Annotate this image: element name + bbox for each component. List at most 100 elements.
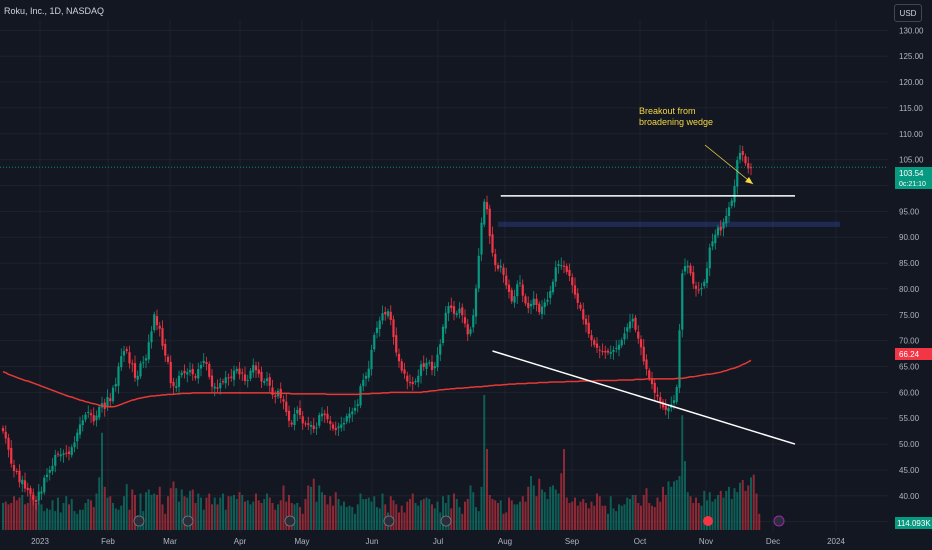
volume-tag: 114.093K [897, 519, 931, 528]
grid-lines [0, 20, 888, 532]
volume-bar [65, 496, 68, 530]
candle-body [166, 356, 170, 362]
volume-bar [750, 477, 752, 530]
candle-body [571, 277, 574, 286]
candle-body [439, 344, 442, 355]
volume-bar [359, 493, 362, 530]
volume-bar [112, 503, 114, 530]
candle-body [298, 408, 302, 416]
volume-bar [356, 504, 359, 530]
candle-body [664, 405, 667, 410]
volume-bar [546, 498, 549, 530]
candle-body [202, 360, 205, 364]
volume-bar [519, 501, 521, 530]
wedge-lower-trendline [492, 350, 796, 445]
candle-body [543, 302, 546, 308]
volume-bar [7, 504, 10, 530]
volume-bar [741, 480, 744, 530]
annotation[interactable]: Breakout from broadening wedge [639, 106, 754, 185]
volume-bar [282, 485, 285, 530]
candle-body [540, 306, 544, 315]
volume-bar [609, 496, 612, 530]
earnings-event-icon [284, 515, 296, 527]
volume-bar [648, 503, 651, 530]
candle-body [51, 465, 54, 472]
candle-body [491, 234, 494, 253]
candle-body [191, 368, 194, 375]
volume-bar [730, 498, 733, 530]
y-tick-label: 70.00 [899, 337, 920, 346]
volume-bar [257, 500, 260, 530]
candle-body [164, 343, 167, 356]
candle-body [131, 363, 134, 365]
candle-body [290, 422, 293, 425]
volume-bar [524, 501, 527, 530]
candle-body [747, 163, 750, 169]
volume-bar [747, 485, 750, 530]
volume-bar [2, 503, 4, 530]
volume-bar [411, 493, 414, 530]
candle-body [397, 353, 401, 362]
candle-body [334, 427, 337, 431]
candle-body [147, 342, 150, 360]
candle-body [568, 270, 571, 276]
candle-body [705, 268, 709, 283]
y-tick-label: 125.00 [899, 52, 924, 61]
candle-body [403, 369, 406, 374]
candle-body [238, 368, 241, 375]
volume-bar [684, 461, 686, 530]
time-axis[interactable]: 2023 Feb Mar Apr May Jun Jul Aug Sep Oct Nov Dec 202… [31, 537, 845, 546]
candle-body [656, 394, 659, 397]
candle-body [736, 160, 739, 187]
candle-body [587, 322, 590, 334]
trendline-drawings[interactable] [0, 166, 888, 445]
volume-bar [332, 505, 334, 530]
volume-bar [615, 511, 618, 530]
earnings-event-icon [182, 515, 194, 527]
volume-bar [692, 503, 695, 530]
volume-bar [120, 505, 123, 530]
candle-body [265, 378, 269, 381]
volume-bar [392, 500, 395, 530]
candle-body [381, 313, 384, 321]
candle-body [345, 416, 348, 422]
candle-body [216, 387, 219, 389]
candle-body [609, 352, 612, 354]
moving-average-line [2, 359, 752, 408]
volume-bar [150, 494, 153, 530]
candle-body [180, 372, 183, 376]
volume-bar [194, 503, 197, 530]
candle-body [452, 306, 456, 314]
candle-body [326, 413, 329, 420]
volume-bar [205, 497, 208, 530]
support-zone-rect [498, 221, 840, 227]
candle-body [590, 335, 593, 341]
candle-body [268, 377, 271, 386]
candle-body [301, 416, 304, 424]
candle-body [521, 284, 524, 296]
volume-bar [26, 503, 29, 530]
candle-body [243, 374, 247, 381]
candle-body [296, 409, 299, 414]
event-markers[interactable] [133, 515, 785, 527]
candle-body [565, 266, 568, 272]
candle-body [155, 316, 159, 326]
candle-body [697, 289, 700, 291]
candle-body [329, 421, 332, 424]
volume-bar [458, 507, 461, 530]
candle-body [26, 487, 29, 491]
currency-button[interactable]: USD [894, 4, 922, 22]
candle-body [331, 424, 335, 429]
volume-bar [266, 493, 268, 530]
volume-bar [752, 474, 755, 530]
candle-body [315, 427, 318, 429]
candle-body [689, 265, 692, 274]
candle-body [593, 340, 596, 345]
candle-body [150, 331, 153, 343]
candle-body [458, 308, 461, 314]
candle-body [474, 288, 478, 317]
candle-body [392, 319, 395, 338]
volume-bar [279, 500, 282, 530]
candle-body [551, 281, 555, 293]
